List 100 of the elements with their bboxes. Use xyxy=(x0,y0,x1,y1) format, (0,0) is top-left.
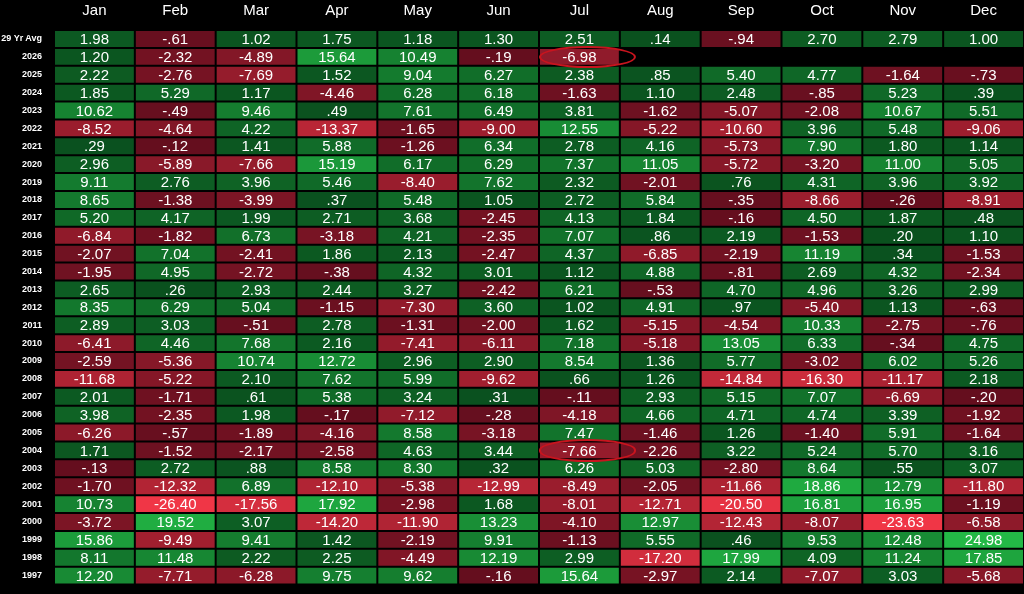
data-label: 2.10 xyxy=(241,370,271,387)
data-label: -1.64 xyxy=(885,65,920,83)
data-label: -1.40 xyxy=(804,423,840,441)
data-label: 5.20 xyxy=(79,208,110,226)
data-label: 4.32 xyxy=(403,262,433,280)
data-label: -4.54 xyxy=(723,316,759,334)
data-label: -1.64 xyxy=(966,423,1001,441)
data-label: 3.92 xyxy=(968,173,999,191)
data-label: 3.44 xyxy=(483,441,514,459)
data-label: -.26 xyxy=(889,191,916,209)
data-label: -.38 xyxy=(323,262,350,280)
data-label: 1.99 xyxy=(241,208,271,226)
data-label: -4.46 xyxy=(319,83,355,101)
data-label: .85 xyxy=(649,65,671,83)
data-label: 2.25 xyxy=(322,548,352,566)
data-label: 1.98 xyxy=(241,405,271,423)
data-label: 2.18 xyxy=(968,370,999,387)
x-tick-label: Oct xyxy=(810,1,835,19)
data-label: -11.66 xyxy=(720,477,762,495)
data-label: -1.70 xyxy=(77,477,112,495)
data-label: -12.10 xyxy=(315,477,359,495)
data-label: 1.42 xyxy=(322,531,352,549)
data-label: 9.62 xyxy=(403,566,433,584)
data-label: -8.49 xyxy=(562,477,597,495)
data-label: 4.95 xyxy=(160,262,190,280)
y-tick-label: 2022 xyxy=(21,122,42,133)
data-label: 4.75 xyxy=(968,334,999,352)
data-label: 2.93 xyxy=(645,387,675,405)
data-label: 8.54 xyxy=(564,352,595,370)
data-label: -4.89 xyxy=(238,47,274,65)
data-label: 11.00 xyxy=(884,155,921,173)
data-label: 3.16 xyxy=(968,441,999,459)
data-label: -.16 xyxy=(728,208,755,226)
data-label: 2.14 xyxy=(726,566,756,584)
data-label: -2.26 xyxy=(643,441,678,459)
data-label: -5.72 xyxy=(723,155,759,173)
data-label: 5.29 xyxy=(160,83,190,101)
data-label: 12.79 xyxy=(883,477,922,495)
data-label: -2.72 xyxy=(238,262,274,280)
y-tick-label: 2018 xyxy=(21,194,42,205)
data-label: -7.07 xyxy=(804,566,840,584)
data-label: 15.64 xyxy=(318,47,356,65)
data-label: -2.32 xyxy=(158,47,193,65)
data-label: 8.65 xyxy=(79,191,110,209)
data-label: 10.62 xyxy=(75,101,114,119)
data-label: 2.48 xyxy=(726,83,756,101)
data-label: 5.77 xyxy=(726,352,756,370)
data-label: -.19 xyxy=(485,47,512,65)
data-label: 5.03 xyxy=(645,459,675,477)
data-label: 6.29 xyxy=(160,298,190,316)
data-label: 3.96 xyxy=(888,173,918,191)
data-label: 1.10 xyxy=(645,83,675,101)
data-label: 2.99 xyxy=(968,280,999,298)
data-label: 7.47 xyxy=(564,423,595,441)
data-label: 3.98 xyxy=(79,405,110,423)
data-label: 1.05 xyxy=(483,191,514,209)
data-label: -1.13 xyxy=(562,531,597,549)
data-label: 3.26 xyxy=(888,280,918,298)
y-tick-label: 2019 xyxy=(21,176,42,187)
data-label: -4.16 xyxy=(319,423,355,441)
y-tick-label: 2011 xyxy=(22,319,42,330)
data-label: -7.66 xyxy=(562,441,597,459)
data-label: 3.01 xyxy=(483,262,514,280)
data-label: -.17 xyxy=(323,405,350,423)
data-label: 9.41 xyxy=(241,531,271,549)
y-tick-label: 2012 xyxy=(21,301,42,312)
data-label: .39 xyxy=(973,83,995,101)
y-tick-label: 2007 xyxy=(21,391,42,402)
data-label: 2.38 xyxy=(564,65,595,83)
data-label: -8.40 xyxy=(400,173,435,191)
data-label: -2.35 xyxy=(158,405,193,423)
data-label: -.63 xyxy=(970,298,997,316)
data-label: .55 xyxy=(892,459,914,477)
data-label: 2.89 xyxy=(79,316,110,334)
data-label: 4.46 xyxy=(160,334,190,352)
y-tick-label: 2015 xyxy=(21,248,42,259)
data-label: 4.22 xyxy=(241,119,271,137)
data-label: -7.69 xyxy=(238,65,274,83)
data-label: -23.63 xyxy=(881,513,925,531)
data-label: 1.85 xyxy=(79,83,110,101)
data-label: 1.18 xyxy=(403,30,433,48)
data-label: 2.78 xyxy=(322,316,352,334)
data-label: 6.33 xyxy=(807,334,837,352)
data-label: 4.16 xyxy=(645,137,675,155)
data-label: -6.41 xyxy=(77,334,112,352)
data-label: -20.50 xyxy=(719,495,763,513)
data-label: 1.00 xyxy=(968,30,999,48)
data-label: 2.96 xyxy=(79,155,110,173)
data-label: .14 xyxy=(649,30,671,48)
data-label: 12.55 xyxy=(560,119,599,137)
data-label: 6.02 xyxy=(888,352,918,370)
data-label: -11.80 xyxy=(962,477,1005,495)
data-label: 4.50 xyxy=(807,208,837,226)
data-label: 5.04 xyxy=(241,298,271,316)
data-label: 7.90 xyxy=(807,137,837,155)
data-label: -1.19 xyxy=(966,495,1001,513)
data-label: 16.81 xyxy=(803,495,841,513)
data-label: 9.04 xyxy=(403,65,433,83)
data-label: 10.49 xyxy=(398,47,437,65)
x-tick-label: Jan xyxy=(82,1,107,19)
